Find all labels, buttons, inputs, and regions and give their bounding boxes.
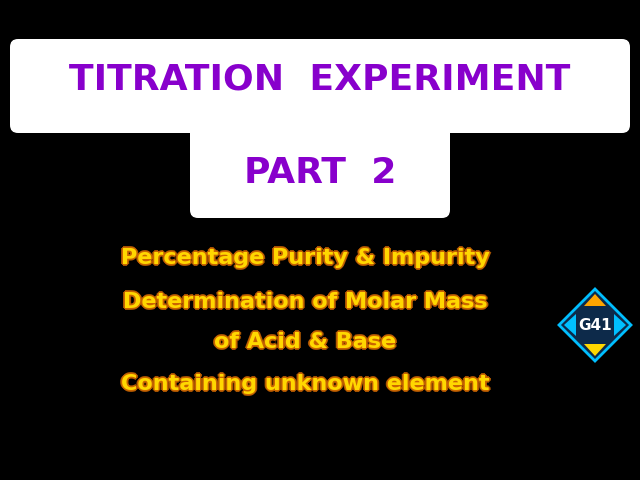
Text: of Acid & Base: of Acid & Base [215,333,397,353]
Text: Percentage Purity & Impurity: Percentage Purity & Impurity [120,247,488,267]
Text: Determination of Molar Mass: Determination of Molar Mass [121,292,485,312]
Text: Determination of Molar Mass: Determination of Molar Mass [123,290,487,310]
Text: Containing unknown element: Containing unknown element [121,374,489,394]
Polygon shape [564,314,576,336]
Text: Determination of Molar Mass: Determination of Molar Mass [124,291,488,311]
Text: Containing unknown element: Containing unknown element [119,374,487,394]
Text: Percentage Purity & Impurity: Percentage Purity & Impurity [118,248,488,268]
Text: Determination of Molar Mass: Determination of Molar Mass [124,293,488,313]
Text: Containing unknown element: Containing unknown element [120,375,488,395]
Text: Determination of Molar Mass: Determination of Molar Mass [122,291,486,311]
Text: Percentage Purity & Impurity: Percentage Purity & Impurity [120,249,488,269]
Text: Percentage Purity & Impurity: Percentage Purity & Impurity [122,249,490,269]
Text: Percentage Purity & Impurity: Percentage Purity & Impurity [122,247,490,267]
Polygon shape [559,289,631,361]
Text: of Acid & Base: of Acid & Base [214,334,396,354]
Text: of Acid & Base: of Acid & Base [213,333,395,353]
Text: of Acid & Base: of Acid & Base [215,331,397,351]
Polygon shape [584,294,606,306]
Text: Determination of Molar Mass: Determination of Molar Mass [123,292,487,312]
Polygon shape [584,344,606,356]
Text: of Acid & Base: of Acid & Base [214,332,396,352]
Text: Determination of Molar Mass: Determination of Molar Mass [123,294,487,314]
Polygon shape [614,314,626,336]
Text: of Acid & Base: of Acid & Base [213,331,395,351]
FancyBboxPatch shape [10,39,630,133]
Text: Containing unknown element: Containing unknown element [121,376,489,396]
Text: Percentage Purity & Impurity: Percentage Purity & Impurity [120,248,490,268]
Text: PART  2: PART 2 [244,156,396,190]
FancyBboxPatch shape [190,112,450,218]
Text: Containing unknown element: Containing unknown element [122,375,490,395]
Text: Percentage Purity & Impurity: Percentage Purity & Impurity [120,250,490,270]
Text: TITRATION  EXPERIMENT: TITRATION EXPERIMENT [69,63,571,97]
Text: of Acid & Base: of Acid & Base [214,330,396,350]
Text: G41: G41 [578,317,612,333]
Text: Determination of Molar Mass: Determination of Molar Mass [122,293,486,313]
Text: of Acid & Base: of Acid & Base [216,332,398,352]
Text: Containing unknown element: Containing unknown element [121,372,489,392]
Text: Containing unknown element: Containing unknown element [123,374,492,394]
Text: Determination of Molar Mass: Determination of Molar Mass [125,292,489,312]
Text: of Acid & Base: of Acid & Base [212,332,394,352]
Text: Containing unknown element: Containing unknown element [122,373,490,393]
Bar [198,105,442,125]
Text: Percentage Purity & Impurity: Percentage Purity & Impurity [123,248,492,268]
Text: Percentage Purity & Impurity: Percentage Purity & Impurity [120,246,490,266]
Text: Containing unknown element: Containing unknown element [120,373,488,393]
